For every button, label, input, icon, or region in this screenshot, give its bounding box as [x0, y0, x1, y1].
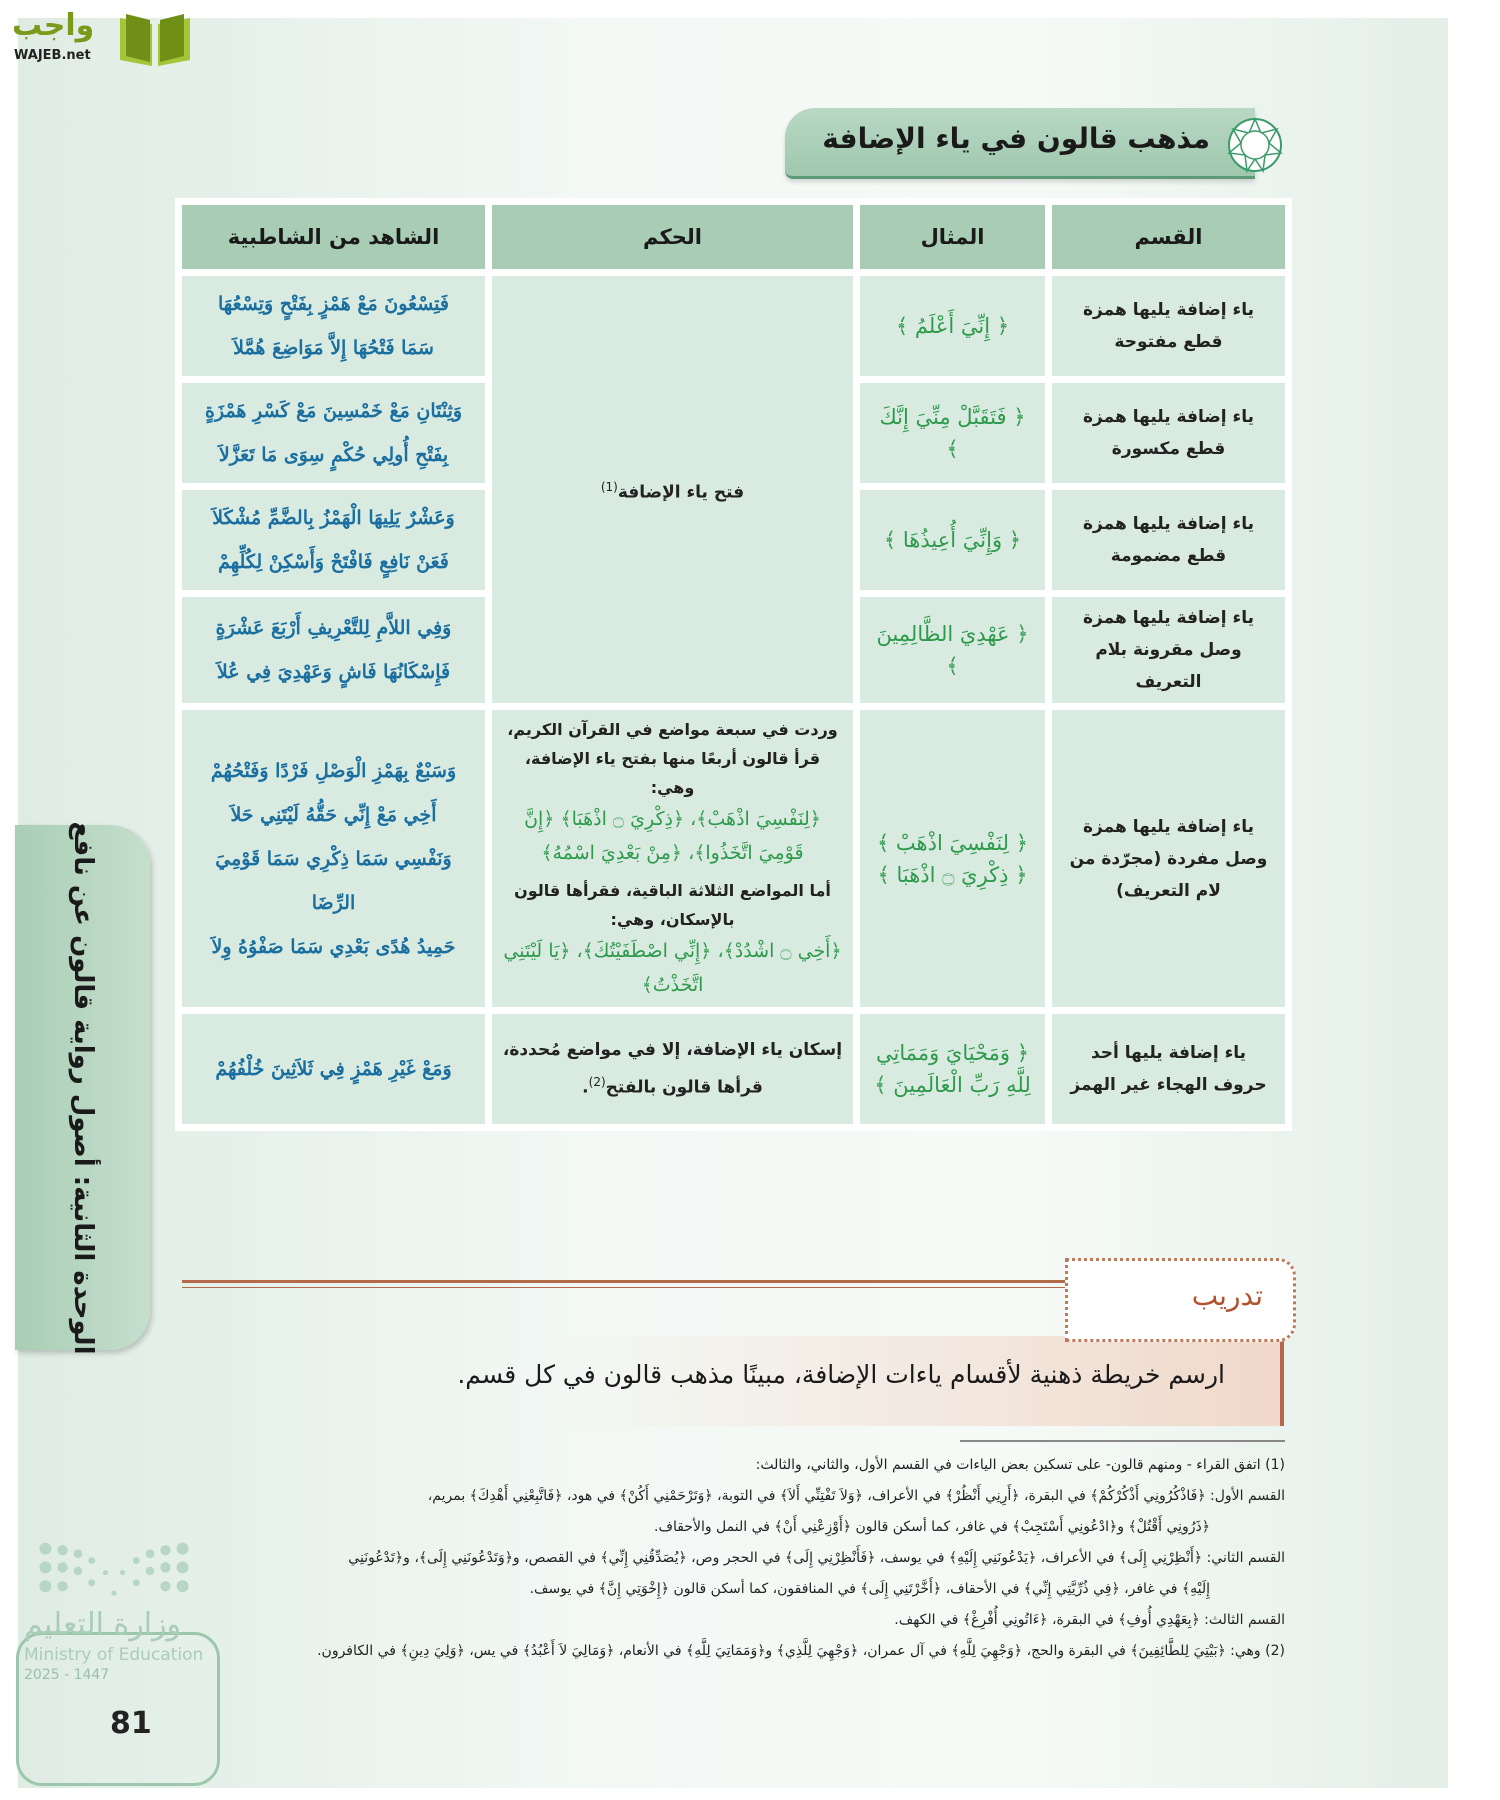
footnote-ref[interactable]: (1)	[600, 479, 618, 494]
verse-line: فَتِسْعُونَ مَعْ هَمْزٍ بِفَتْحٍ وَتِسْع…	[218, 293, 449, 315]
hukm-cell: إسكان ياء الإضافة، إلا في مواضع مُحددة، …	[492, 1014, 853, 1124]
mithal-cell: ﴿ فَتَقَبَّلْ مِنِّيَ إِنَّكَ ﴾	[860, 383, 1045, 483]
qism-cell: ياء إضافة يليها همزة قطع مكسورة	[1052, 383, 1285, 483]
edition-year: 2025 - 1447	[24, 1667, 110, 1683]
footnote-1: (1) اتفق القراء - ومنهم قالون- على تسكين…	[755, 1457, 1285, 1473]
ministry-name-en: Ministry of Education	[24, 1645, 204, 1665]
table-row: ياء إضافة يليها همزة وصل مقرونة بلام الت…	[182, 597, 1285, 703]
logo-subtext: WAJEB.net	[14, 48, 91, 63]
verse-line: فَعَنْ نَافِعٍ فَافْتَحْ وَأَسْكِنْ لِكُ…	[218, 551, 449, 573]
shahid-cell: وَمَعْ غَيْرِ هَمْزٍ فِي ثَلاَثِينَ خُلْ…	[182, 1014, 485, 1124]
training-label-box: تدريب	[1065, 1258, 1296, 1342]
hukm-text: أما المواضع الثلاثة الباقية، فقرأها قالو…	[514, 881, 831, 929]
shahid-cell: وَعَشْرٌ يَلِيهَا الْهَمْزُ بِالضَّمِّ م…	[182, 490, 485, 590]
header-hukm: الحكم	[492, 205, 853, 269]
table-row: ياء إضافة يليها همزة قطع مفتوحة ﴿ إِنِّي…	[182, 276, 1285, 703]
quran-example: لِلَّهِ رَبِّ الْعَالَمِينَ ﴾	[874, 1073, 1031, 1097]
hukm-text: إسكان ياء الإضافة، إلا في مواضع مُحددة، …	[502, 1040, 843, 1098]
verse-line: وَنَفْسِي سَمَا ذِكْرِي سَمَا قَوْمِيَ ا…	[215, 847, 452, 914]
training-label: تدريب	[1191, 1279, 1263, 1312]
footnote-line: القسم الثاني: ﴿أَنْظِرْنِي إِلَى﴾ في الأ…	[348, 1550, 1285, 1566]
shahid-cell: وَسَبْعٌ بِهَمْزِ الْوَصْلِ فَرْدًا وَفَ…	[182, 710, 485, 1007]
header-mithal: المثال	[860, 205, 1045, 269]
table-row: ياء إضافة يليها همزة قطع مضمومة ﴿ وَإِنِ…	[182, 490, 1285, 590]
page-number: 81	[110, 1706, 152, 1741]
page-number-frame	[16, 1632, 220, 1786]
quran-example: ﴿ لِنَفْسِيَ اذْهَبْ ﴾	[876, 830, 1029, 855]
footnote-line: إِلَيْهِ﴾ في غافر، ﴿فِي ذُرِّيَّتِي إِنِ…	[529, 1581, 1210, 1597]
verse-line: حَمِيدُ هُدًى بَعْدِي سَمَا صَفْوُهُ وِل…	[211, 935, 456, 958]
header-qism: القسم	[1052, 205, 1285, 269]
footnote-line: القسم الثالث: ﴿بِعَهْدِي أُوفِ﴾ في البقر…	[894, 1612, 1285, 1628]
book-icon	[120, 14, 190, 66]
ya-idafa-table: القسم المثال الحكم الشاهد من الشاطبية يا…	[175, 198, 1292, 1131]
ministry-dots-icon	[39, 1542, 189, 1596]
mithal-cell: ﴿ وَمَحْيَايَ وَمَمَاتِي لِلَّهِ رَبِّ ال…	[860, 1014, 1045, 1124]
qism-cell: ياء إضافة يليها همزة وصل مفردة (مجرّدة م…	[1052, 710, 1285, 1007]
footnote-2: (2) وهي: ﴿بَيْتِيَ لِلطَّائِفِينَ﴾ في ال…	[317, 1643, 1285, 1659]
shahid-cell: وَفِي اللاَّمِ لِلتَّعْرِيفِ أَرْبَعَ عَ…	[182, 597, 485, 703]
wajeb-logo: واجب WAJEB.net	[8, 6, 190, 66]
footnote-ref[interactable]: (2)	[588, 1075, 606, 1090]
shahid-cell: وَثِنْتَانِ مَعْ خَمْسِينَ مَعْ كَسْرِ ه…	[182, 383, 485, 483]
qism-cell: ياء إضافة يليها همزة قطع مضمومة	[1052, 490, 1285, 590]
hukm-cell: وردت في سبعة مواضع في القرآن الكريم، قرأ…	[492, 710, 853, 1007]
quran-example: ﴿ ذِكْرِيَ ۝ اذْهَبَا ﴾	[877, 862, 1028, 887]
verse-line: سَمَا فَتْحُهَا إِلاَّ مَوَاضِعَ هُمَّلا…	[233, 337, 434, 359]
logo-text: واجب	[12, 8, 95, 43]
section-title-ribbon: مذهب قالون في ياء الإضافة	[785, 108, 1255, 179]
quran-example: ﴿ وَمَحْيَايَ وَمَمَاتِي	[875, 1041, 1030, 1065]
footnotes: (1) اتفق القراء - ومنهم قالون- على تسكين…	[232, 1450, 1285, 1667]
table-row: ياء إضافة يليها أحد حروف الهجاء غير الهم…	[182, 1014, 1285, 1124]
verse-line: وَسَبْعٌ بِهَمْزِ الْوَصْلِ فَرْدًا وَفَ…	[210, 759, 457, 782]
verse-line: أَخِي مَعْ إِنِّي حَقُّهُ لَيْتَنِي حَلا…	[230, 803, 437, 826]
qism-cell: ياء إضافة يليها همزة وصل مقرونة بلام الت…	[1052, 597, 1285, 703]
unit-title: الوحدة الثانية: أصول رواية قالون عن نافع	[67, 821, 98, 1354]
header-shahid: الشاهد من الشاطبية	[182, 205, 485, 269]
quran-list: ﴿أَخِي ۝ اشْدُدْ﴾، ﴿إِنِّي اصْطَفَيْتُكَ…	[503, 940, 842, 996]
footnote-line: القسم الأول: ﴿فَاذْكُرُونِي أَذْكُرْكُمْ…	[427, 1488, 1285, 1504]
verse-line: وَفِي اللاَّمِ لِلتَّعْرِيفِ أَرْبَعَ عَ…	[215, 617, 452, 639]
qism-cell: ياء إضافة يليها أحد حروف الهجاء غير الهم…	[1052, 1014, 1285, 1124]
verse-line: وَثِنْتَانِ مَعْ خَمْسِينَ مَعْ كَسْرِ ه…	[204, 400, 463, 422]
training-instruction: ارسم خريطة ذهنية لأقسام ياءات الإضافة، م…	[457, 1360, 1225, 1389]
table-row: ياء إضافة يليها همزة وصل مفردة (مجرّدة م…	[182, 710, 1285, 1007]
training-panel	[560, 1336, 1284, 1426]
verse-line: فَإِسْكَانُهَا فَاشٍ وَعَهْدِيَ فِي عُلا…	[216, 661, 451, 683]
verse-line: وَمَعْ غَيْرِ هَمْزٍ فِي ثَلاَثِينَ خُلْ…	[215, 1058, 452, 1080]
hukm-text: فتح ياء الإضافة	[617, 482, 745, 503]
shahid-cell: فَتِسْعُونَ مَعْ هَمْزٍ بِفَتْحٍ وَتِسْع…	[182, 276, 485, 376]
footnote-divider	[960, 1440, 1285, 1442]
training-divider	[182, 1280, 1067, 1288]
page-title: مذهب قالون في ياء الإضافة	[822, 122, 1210, 155]
mithal-cell: ﴿ إِنِّيَ أَعْلَمُ ﴾	[860, 276, 1045, 376]
quran-list: ﴿لِنَفْسِيَ اذْهَبْ﴾، ﴿ذِكْرِيَ ۝ اذْهَب…	[524, 808, 821, 864]
verse-line: وَعَشْرٌ يَلِيهَا الْهَمْزُ بِالضَّمِّ م…	[212, 507, 455, 529]
mithal-cell: ﴿ لِنَفْسِيَ اذْهَبْ ﴾ ﴿ ذِكْرِيَ ۝ اذْهَ…	[860, 710, 1045, 1007]
table-row: ياء إضافة يليها همزة قطع مكسورة ﴿ فَتَقَ…	[182, 383, 1285, 483]
hukm-text: وردت في سبعة مواضع في القرآن الكريم، قرأ…	[507, 720, 838, 797]
ministry-logo: وزارة التعليم Ministry of Education 2025…	[24, 1540, 220, 1684]
verse-line: بِفَتْحِ أُولِي حُكْمٍ سِوَى مَا تَعَزَّ…	[218, 444, 449, 466]
ornament-icon	[1227, 117, 1283, 174]
footnote-line: ﴿ذَرُونِي أَقْتُلْ﴾ و﴿ادْعُونِي أَسْتَجِ…	[654, 1519, 1210, 1535]
qism-cell: ياء إضافة يليها همزة قطع مفتوحة	[1052, 276, 1285, 376]
unit-side-tab: الوحدة الثانية: أصول رواية قالون عن نافع	[15, 821, 150, 1354]
ministry-name-ar: وزارة التعليم	[24, 1607, 182, 1642]
hukm-cell-merged: فتح ياء الإضافة(1)	[492, 276, 853, 703]
mithal-cell: ﴿ وَإِنِّيَ أُعِيذُهَا ﴾	[860, 490, 1045, 590]
table-header-row: القسم المثال الحكم الشاهد من الشاطبية	[182, 205, 1285, 269]
mithal-cell: ﴿ عَهْدِيَ الظَّالِمِينَ ﴾	[860, 597, 1045, 703]
